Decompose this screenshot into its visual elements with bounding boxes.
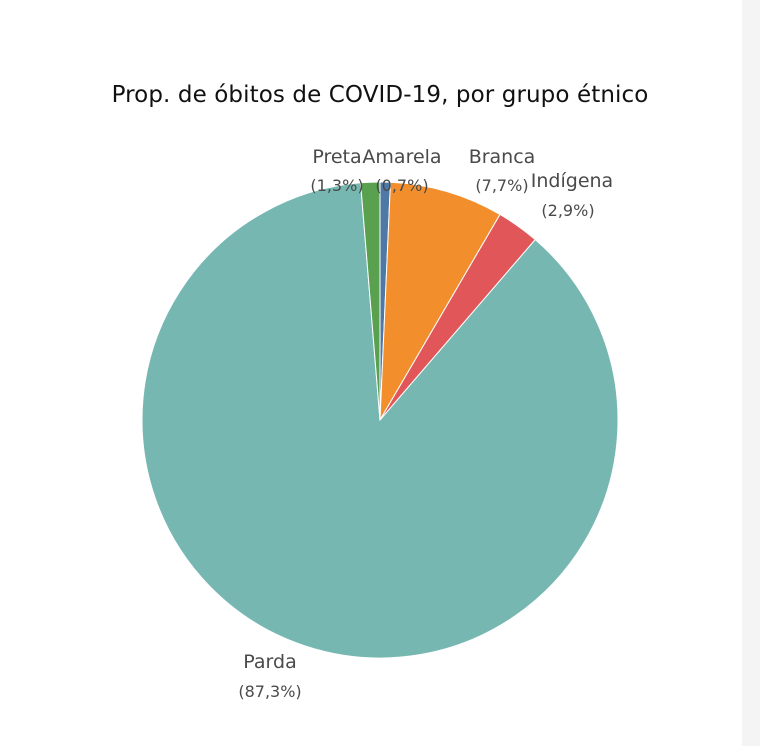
slice-percent-indgena: (2,9%) — [541, 201, 594, 220]
slice-label-parda: Parda — [243, 651, 296, 673]
slice-label-indgena: Indígena — [531, 170, 613, 192]
pie-slice-parda[interactable] — [141, 182, 619, 659]
pie-slice-preta[interactable] — [360, 181, 381, 421]
slice-percent-branca: (7,7%) — [475, 176, 528, 195]
slice-label-branca: Branca — [469, 146, 536, 168]
slice-percent-parda: (87,3%) — [238, 682, 301, 701]
scroll-strip — [742, 0, 760, 746]
pie-chart: Amarela (0,7%) Branca (7,7%) Indígena (2,9%) P… — [141, 146, 619, 701]
slice-percent-preta: (1,3%) — [310, 176, 363, 195]
slice-percent-amarela: (0,7%) — [375, 176, 428, 195]
slice-label-amarela: Amarela — [362, 146, 441, 168]
slice-label-preta: Preta — [312, 146, 361, 168]
pie-slice-branca[interactable] — [379, 181, 501, 421]
chart-title: Prop. de óbitos de COVID-19, por grupo é… — [111, 82, 649, 108]
